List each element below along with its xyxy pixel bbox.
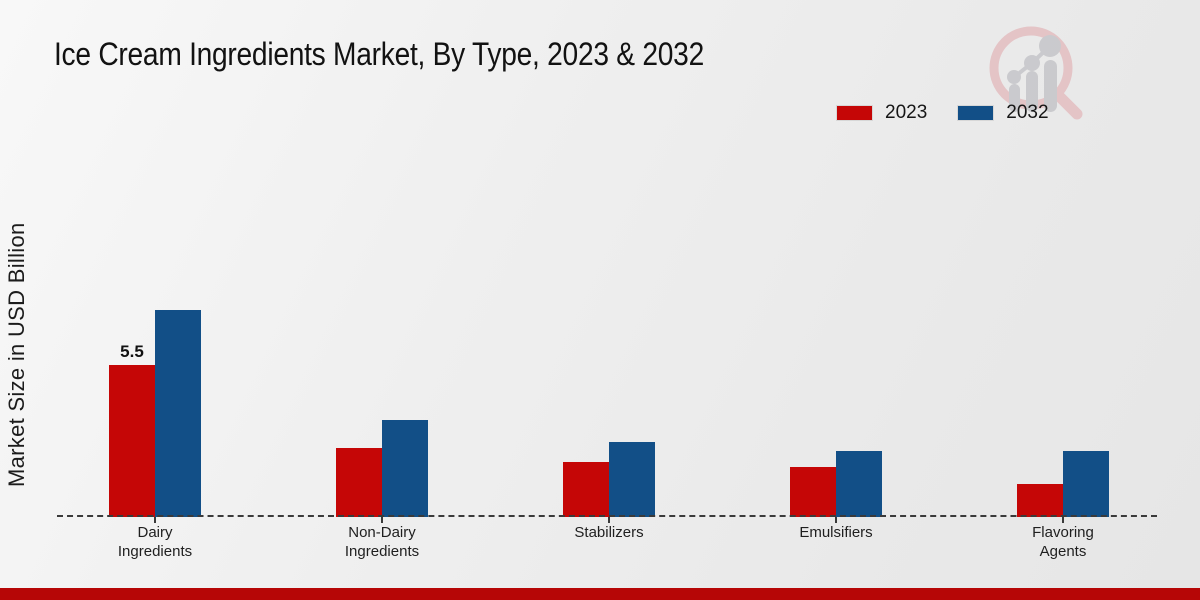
legend-label-2023: 2023 xyxy=(885,102,928,123)
x-axis-tick-2 xyxy=(608,517,610,523)
bar-2032-4 xyxy=(1063,451,1109,517)
x-axis-tick-3 xyxy=(835,517,837,523)
bar-2032-3 xyxy=(836,451,882,517)
x-axis-tick-1 xyxy=(381,517,383,523)
footer-accent-bar xyxy=(0,588,1200,600)
x-axis-tick-4 xyxy=(1062,517,1064,523)
bar-2023-2 xyxy=(563,462,609,517)
category-label-4: Flavoring Agents xyxy=(1032,524,1094,560)
legend: 2023 2032 xyxy=(836,102,1049,124)
bar-2032-0 xyxy=(155,310,201,517)
data-label-2023-0: 5.5 xyxy=(120,342,144,361)
market-research-logo-watermark xyxy=(989,26,1083,120)
bar-2023-4 xyxy=(1017,484,1063,517)
bar-2023-0 xyxy=(109,365,155,517)
legend-label-2032: 2032 xyxy=(1006,102,1049,123)
legend-swatch-2023 xyxy=(836,105,873,121)
chart-title: Ice Cream Ingredients Market, By Type, 2… xyxy=(54,36,704,72)
growth-bars-icon xyxy=(1007,35,1061,112)
x-axis-baseline xyxy=(57,515,1157,517)
legend-item-2023: 2023 xyxy=(836,102,927,124)
category-label-2: Stabilizers xyxy=(574,524,644,541)
x-axis-tick-0 xyxy=(154,517,156,523)
legend-item-2032: 2032 xyxy=(957,102,1049,124)
bar-2023-3 xyxy=(790,467,836,517)
legend-swatch-2032 xyxy=(957,105,995,121)
category-label-1: Non-Dairy Ingredients xyxy=(344,524,420,560)
bar-2032-1 xyxy=(382,420,428,517)
category-label-0: Dairy Ingredients xyxy=(117,524,193,560)
bar-2032-2 xyxy=(609,442,655,517)
category-label-3: Emulsifiers xyxy=(799,524,873,541)
y-axis-label: Market Size in USD Billion xyxy=(4,222,29,488)
bar-2023-1 xyxy=(336,448,382,517)
